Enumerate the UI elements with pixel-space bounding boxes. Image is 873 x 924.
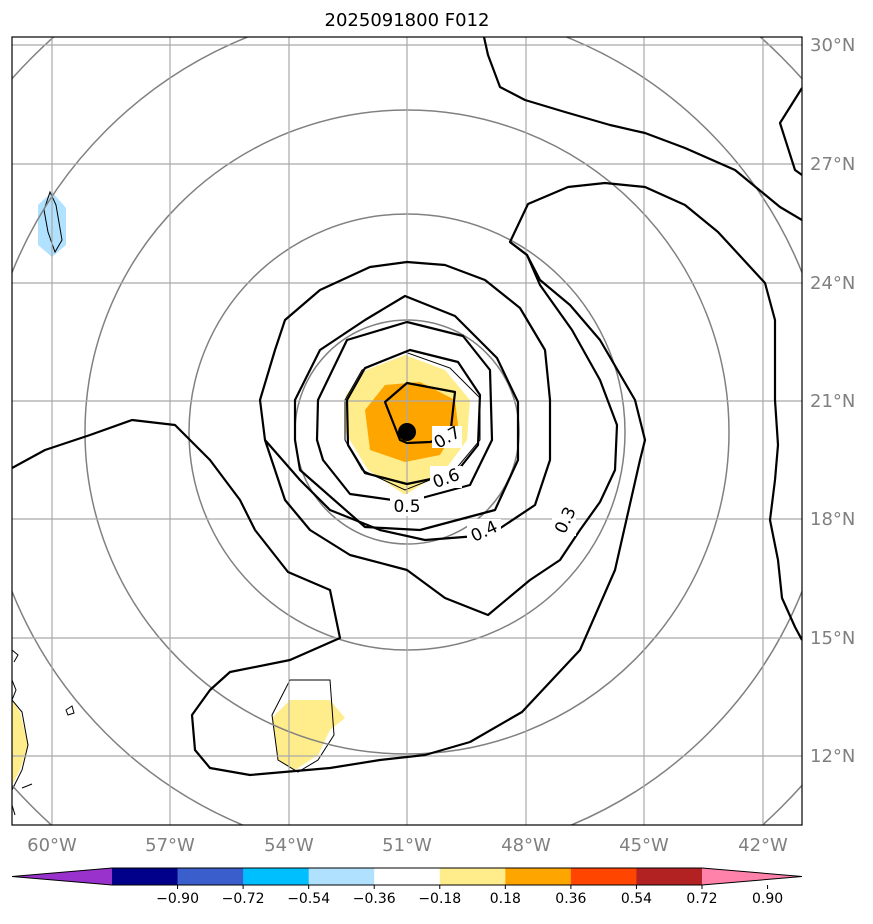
contour-northeast	[778, 87, 802, 176]
colorbar-segment	[243, 868, 310, 885]
colorbar-segment	[308, 868, 375, 885]
colorbar-segment	[112, 868, 179, 885]
thin-contour-small-2	[12, 679, 17, 701]
label-bg-05	[390, 494, 424, 516]
thin-contour-small-4	[21, 783, 33, 789]
lon-label-54w: 54°W	[264, 835, 314, 856]
label-bg-06	[430, 466, 462, 488]
contour-0-3-inner	[263, 241, 619, 617]
lon-label-60w: 60°W	[27, 835, 77, 856]
yellow-shade-south	[272, 700, 345, 770]
thin-contour-south	[271, 679, 335, 773]
thick-contours	[12, 37, 802, 777]
colorbar-tick-label: 0.36	[555, 891, 586, 907]
thin-contour-west-edge	[12, 699, 29, 791]
colorbar-segment	[374, 868, 441, 885]
contour-label-05: 0.5	[393, 497, 420, 517]
graticule	[12, 37, 802, 825]
colorbar-segment	[505, 868, 572, 885]
contour-0-6	[345, 348, 482, 486]
colorbar-outline	[11, 867, 803, 886]
longitude-labels: 60°W 57°W 54°W 51°W 48°W 45°W 42°W	[27, 835, 788, 856]
colorbar-tick-label: 0.90	[752, 891, 783, 907]
contour-north	[482, 37, 802, 221]
yellow-shade-west-edge	[12, 700, 28, 785]
lat-label-27n: 27°N	[810, 154, 855, 175]
label-bg-03	[552, 506, 576, 536]
label-bg-04	[467, 519, 501, 541]
storm-center-marker	[398, 423, 416, 441]
lon-label-45w: 45°W	[619, 835, 669, 856]
colorbar-tick-label: 0.54	[621, 891, 652, 907]
colorbar-extend-high	[702, 868, 802, 885]
colorbar-tick-label: −0.72	[222, 891, 265, 907]
colorbar-tick-label: −0.90	[156, 891, 199, 907]
lat-label-18n: 18°N	[810, 509, 855, 530]
colorbar-segment	[636, 868, 703, 885]
colorbar-tick-label: 0.72	[686, 891, 717, 907]
colorbar: −0.90 −0.72 −0.54 −0.36 −0.18 0.18 0.36 0.54 0.7…	[11, 867, 803, 907]
colorbar-segment	[570, 868, 637, 885]
label-bg-07	[432, 426, 462, 448]
colorbar-segment	[177, 868, 244, 885]
colorbar-extend-low	[12, 868, 112, 885]
thin-contour-northwest	[43, 190, 63, 254]
lat-label-12n: 12°N	[810, 746, 855, 767]
latitude-labels: 30°N 27°N 24°N 21°N 18°N 15°N 12°N	[810, 35, 855, 767]
contour-0-3	[12, 181, 802, 777]
lon-label-57w: 57°W	[145, 835, 195, 856]
colorbar-tick-label: −0.36	[353, 891, 396, 907]
contour-label-backgrounds	[390, 426, 576, 541]
lat-label-21n: 21°N	[810, 391, 855, 412]
lon-label-48w: 48°W	[501, 835, 551, 856]
lat-label-15n: 15°N	[810, 628, 855, 649]
colorbar-tick-label: −0.54	[287, 891, 330, 907]
map-frame	[11, 36, 803, 826]
contour-0-5	[315, 320, 494, 504]
lat-label-24n: 24°N	[810, 273, 855, 294]
lat-label-30n: 30°N	[810, 35, 855, 56]
colorbar-tick-label: 0.18	[490, 891, 521, 907]
colorbar-tick-label: −0.18	[418, 891, 461, 907]
lon-label-51w: 51°W	[382, 835, 432, 856]
figure-title: 2025091800 F012	[325, 10, 490, 31]
thin-contour-small-3	[65, 705, 75, 716]
colorbar-segment	[439, 868, 506, 885]
contour-0-4-outer	[258, 260, 552, 542]
lon-label-42w: 42°W	[738, 835, 788, 856]
contour-0-4	[293, 294, 520, 532]
thin-contour-small-1	[12, 649, 19, 663]
